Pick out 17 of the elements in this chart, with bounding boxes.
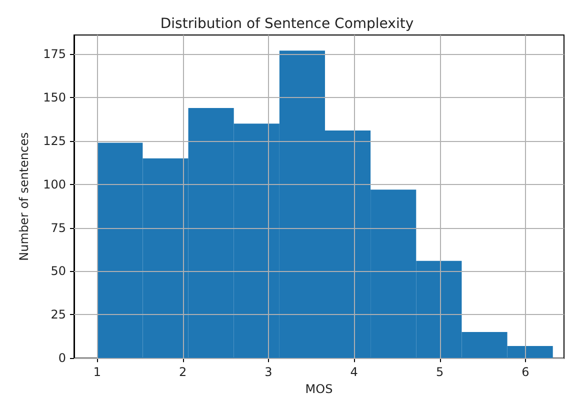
y-tick-label: 100 bbox=[43, 177, 66, 192]
y-tick-label: 75 bbox=[50, 220, 66, 235]
y-tick-label: 150 bbox=[43, 90, 66, 105]
x-tick-label: 3 bbox=[264, 365, 272, 380]
x-axis-title: MOS bbox=[305, 382, 333, 396]
x-tick-label: 4 bbox=[350, 365, 358, 380]
y-axis-title: Number of sentences bbox=[17, 132, 31, 261]
x-tick-label: 1 bbox=[93, 365, 101, 380]
x-tick-label: 2 bbox=[178, 365, 187, 380]
y-tick-label: 50 bbox=[50, 264, 66, 278]
x-tick-label: 6 bbox=[522, 365, 530, 380]
x-tick-label: 5 bbox=[436, 365, 444, 380]
chart-title: Distribution of Sentence Complexity bbox=[160, 16, 414, 32]
y-tick-label: 0 bbox=[58, 351, 66, 366]
y-tick-label: 175 bbox=[43, 47, 66, 62]
y-tick-label: 25 bbox=[50, 308, 66, 322]
y-tick-label: 125 bbox=[43, 134, 66, 148]
